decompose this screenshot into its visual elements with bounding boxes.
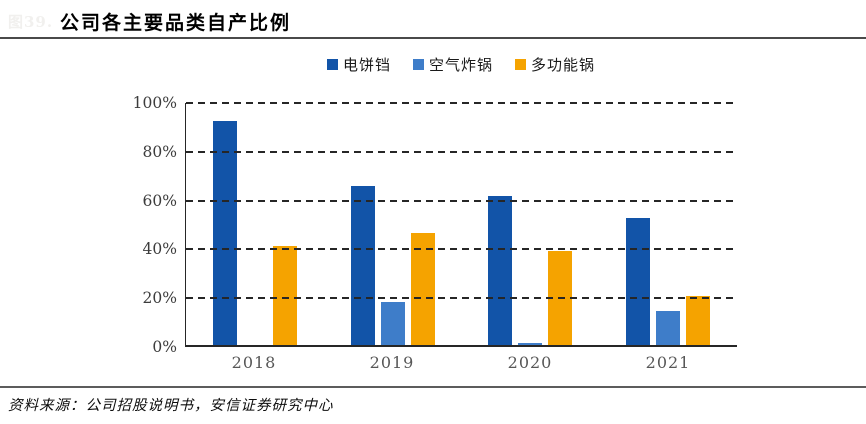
legend-swatch-icon: [515, 58, 526, 70]
x-axis-label: 2021: [645, 353, 691, 372]
bar: [272, 246, 297, 345]
y-axis-tick-label: 100%: [132, 94, 177, 112]
legend-swatch-icon: [412, 58, 424, 70]
legend-label: 空气炸锅: [428, 55, 493, 74]
legend-item-duogongnengguo: 多功能锅: [515, 54, 595, 75]
legend-swatch-icon: [326, 58, 338, 70]
x-axis-label: 2018: [231, 353, 277, 372]
legend-label: 多功能锅: [531, 55, 596, 74]
bar: [380, 302, 405, 345]
gridline: [186, 150, 737, 153]
chart-legend: 电饼铛 空气炸锅 多功能锅: [185, 53, 737, 75]
footer-divider: [0, 386, 866, 388]
bar-group-2020: [462, 103, 600, 345]
bar-group-2019: [324, 103, 462, 345]
x-axis-label: 2019: [369, 353, 415, 372]
x-axis-labels: 2018 2019 2020 2021: [185, 353, 737, 372]
gridline: [186, 102, 737, 104]
legend-label: 电饼铛: [342, 55, 391, 74]
bar: [626, 218, 651, 345]
gridline: [186, 248, 737, 251]
figure-number: 图39.: [8, 13, 54, 31]
bar: [656, 310, 681, 345]
legend-item-dianbingcheng: 电饼铛: [326, 54, 391, 75]
y-axis-tick-label: 40%: [142, 240, 177, 259]
bar: [518, 342, 543, 345]
gridline: [186, 297, 737, 300]
y-axis-tick-label: 60%: [142, 191, 177, 210]
x-axis-label: 2020: [507, 353, 553, 372]
bar: [686, 296, 711, 345]
bar-group-2018: [186, 103, 324, 345]
bar-groups: [186, 103, 737, 345]
plot-area: 0% 20% 40% 60% 80% 100%: [133, 94, 737, 356]
bar: [410, 232, 435, 345]
bar: [488, 196, 513, 345]
y-axis-tick-label: 80%: [142, 142, 177, 161]
bar: [350, 186, 375, 345]
source-note: 资料来源：公司招股说明书，安信证券研究中心: [8, 398, 334, 414]
y-axis-tick-label: 20%: [142, 289, 177, 308]
bar-group-2021: [599, 103, 737, 345]
title-divider: [0, 37, 866, 39]
y-axis-tick-label: 0%: [152, 338, 177, 356]
bar: [212, 120, 237, 345]
gridline: [186, 199, 737, 202]
legend-item-kongqizhaguo: 空气炸锅: [412, 54, 493, 75]
page-title: 公司各主要品类自产比例: [60, 12, 292, 34]
